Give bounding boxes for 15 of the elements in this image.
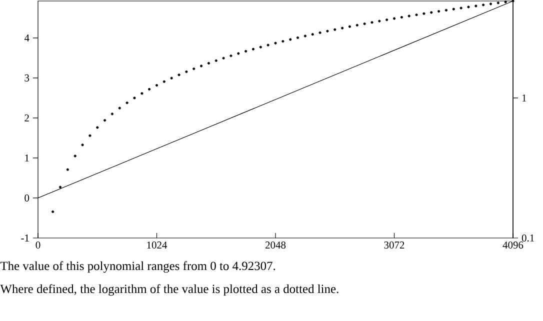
x-tick-label: 1024: [147, 242, 168, 249]
text: The value of this polynomial ranges from 0 to 4.92307.: [0, 261, 276, 273]
x-tick-label: 3072: [384, 242, 404, 249]
x-tick-label: 2048: [265, 242, 286, 249]
y-tick-label: 0: [24, 194, 30, 202]
y2-tick-label: 1: [522, 94, 526, 102]
y-tick-label: -1: [21, 234, 29, 242]
text: Where defined, the logarithm of the value is plotted as a dotted line.: [0, 284, 338, 296]
x-tick-label: 0: [36, 242, 40, 249]
y-tick-label: 2: [24, 114, 29, 122]
y2-tick-label: 0.1: [522, 234, 534, 242]
x-tick-label: 4096: [502, 242, 524, 249]
y-tick-label: 3: [24, 74, 30, 82]
y-tick-label: 4: [24, 34, 30, 42]
y-tick-label: 1: [25, 154, 29, 162]
